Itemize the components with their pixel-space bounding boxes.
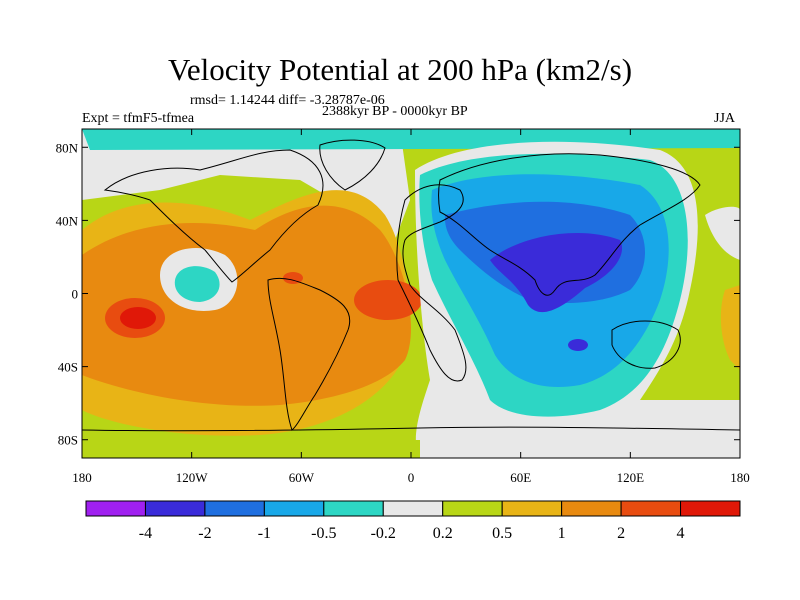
x-tick-label: 0 (408, 470, 415, 485)
contour-fill (82, 129, 740, 458)
colorbar-swatch (561, 500, 622, 517)
colorbar-label: -0.5 (311, 525, 336, 542)
x-tick-label: 60E (510, 470, 531, 485)
experiment-label: Expt = tfmF5-tfmea (82, 111, 195, 126)
colorbar-label: 2 (617, 525, 625, 542)
colorbar-label: 0.5 (492, 525, 512, 542)
x-tick-label: 180 (730, 470, 750, 485)
x-tick-label: 120E (617, 470, 645, 485)
x-tick-label: 180 (72, 470, 92, 485)
colorbar-swatch (620, 500, 682, 517)
period-label: 2388kyr BP - 0000kyr BP (322, 104, 468, 119)
y-tick-label: 0 (72, 287, 79, 302)
chart-title: Velocity Potential at 200 hPa (km2/s) (167, 52, 633, 87)
colorbar-swatch (85, 500, 146, 517)
colorbar-label: 4 (677, 525, 685, 542)
colorbar-label: -4 (139, 525, 152, 542)
colorbar-label: -2 (198, 525, 211, 542)
x-tick-label: 120W (176, 470, 209, 485)
colorbar-swatch (323, 500, 384, 517)
colorbar-swatch (144, 500, 206, 517)
season-label: JJA (714, 111, 736, 126)
colorbar-swatch (442, 500, 503, 517)
stats-label: rmsd= 1.14244 diff= -3.28787e-06 (190, 93, 385, 108)
y-tick-label: 40N (56, 213, 79, 228)
colorbar-swatch (263, 500, 325, 517)
colorbar-label: -1 (258, 525, 271, 542)
colorbar-swatch (501, 500, 563, 517)
x-tick-label: 60W (289, 470, 315, 485)
coastlines (82, 139, 740, 432)
colorbar: -4 -2 -1 -0.5 -0.2 0.2 0.5 1 2 4 (85, 500, 741, 542)
y-tick-label: 80N (56, 140, 79, 155)
colorbar-swatch (382, 500, 444, 517)
colorbar-swatch (680, 500, 741, 517)
y-tick-label: 80S (58, 433, 78, 448)
y-tick-label: 40S (58, 360, 78, 375)
colorbar-swatch (204, 500, 265, 517)
colorbar-label: -0.2 (371, 525, 396, 542)
colorbar-label: 1 (558, 525, 566, 542)
axis-ticks: 180 120W 60W 0 60E 120E 180 80N 40N 0 40S 80S (56, 129, 750, 485)
colorbar-label: 0.2 (433, 525, 453, 542)
